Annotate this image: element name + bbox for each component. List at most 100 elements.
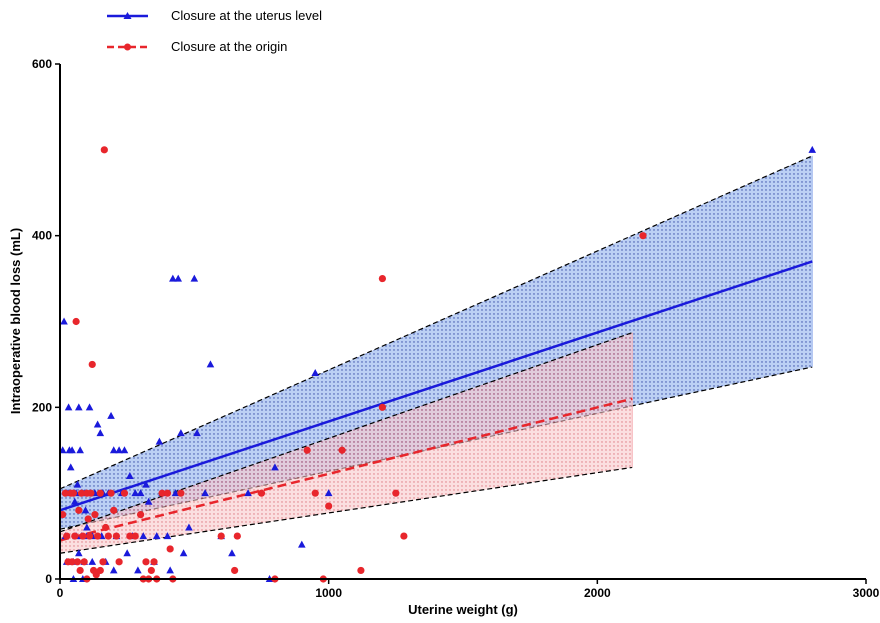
point-uterus-75	[311, 369, 320, 376]
point-uterus-50	[139, 532, 148, 540]
point-uterus-44	[123, 549, 131, 557]
point-uterus-31	[93, 420, 102, 428]
point-origin-51	[231, 566, 239, 575]
ci-band-0	[60, 155, 813, 530]
fit-line-0	[59, 260, 813, 512]
fit-line-1	[59, 397, 633, 542]
point-origin-61	[378, 274, 386, 283]
point-origin-7	[71, 532, 79, 540]
point-uterus-7	[66, 463, 75, 471]
legend-item-origin: Closure at the origin	[107, 39, 287, 54]
point-origin-20	[88, 360, 96, 369]
point-origin-55	[303, 446, 311, 454]
x-tick-label: 0	[57, 586, 64, 600]
point-origin-35	[120, 489, 129, 497]
legend-label-uterus: Closure at the uterus level	[171, 8, 322, 23]
ci-upper-line-0	[59, 155, 813, 490]
point-origin-38	[137, 511, 145, 519]
point-uterus-62	[177, 429, 185, 437]
point-origin-31	[107, 489, 115, 497]
y-tick-label: 0	[45, 572, 52, 586]
point-origin-2	[63, 532, 71, 540]
point-uterus-8	[68, 446, 76, 454]
x-axis-title: Uterine weight (g)	[408, 602, 518, 617]
point-origin-37	[131, 532, 139, 540]
point-origin-6	[69, 489, 78, 497]
point-uterus-47	[131, 489, 140, 497]
point-origin-53	[257, 489, 266, 497]
point-origin-24	[94, 532, 102, 540]
point-origin-46	[163, 489, 172, 497]
point-origin-58	[325, 502, 333, 510]
point-origin-10	[75, 506, 83, 514]
point-uterus-48	[134, 566, 142, 574]
point-uterus-52	[144, 497, 153, 505]
point-uterus-5	[64, 403, 73, 411]
point-origin-18	[85, 532, 94, 540]
confidence-bands	[59, 155, 813, 554]
point-origin-43	[150, 558, 158, 566]
point-origin-29	[102, 523, 110, 532]
y-tick-label: 600	[32, 57, 52, 71]
point-origin-22	[91, 511, 99, 519]
point-uterus-45	[126, 472, 134, 479]
point-origin-14	[80, 558, 88, 566]
point-uterus-25	[83, 523, 91, 531]
point-uterus-77	[808, 145, 817, 153]
point-origin-5	[68, 558, 76, 566]
point-origin-11	[76, 566, 84, 575]
point-uterus-68	[206, 360, 215, 368]
point-origin-28	[100, 146, 108, 154]
legend-circle-icon	[124, 43, 131, 51]
point-uterus-32	[96, 429, 105, 437]
point-origin-62	[378, 403, 386, 411]
ci-band-1	[60, 332, 633, 554]
point-uterus-23	[81, 506, 90, 514]
point-origin-60	[357, 566, 365, 575]
point-uterus-55	[155, 437, 164, 445]
point-uterus-74	[298, 540, 306, 548]
point-origin-9	[73, 558, 82, 566]
point-uterus-57	[163, 532, 172, 540]
point-uterus-61	[174, 274, 183, 282]
point-uterus-41	[115, 446, 123, 454]
point-origin-25	[96, 489, 104, 497]
point-origin-40	[142, 558, 150, 566]
point-origin-26	[96, 566, 104, 575]
point-uterus-29	[88, 557, 97, 565]
point-origin-65	[639, 232, 647, 240]
point-uterus-17	[76, 446, 84, 454]
point-uterus-70	[228, 549, 236, 557]
point-origin-17	[84, 515, 92, 523]
y-axis-title: Intraoperative blood loss (mL)	[8, 228, 23, 414]
point-origin-52	[233, 532, 241, 540]
point-uterus-11	[70, 497, 79, 505]
point-origin-27	[99, 558, 107, 566]
point-uterus-14	[73, 480, 82, 488]
legend-item-uterus: Closure at the uterus level	[107, 8, 322, 23]
point-origin-8	[72, 317, 80, 326]
point-origin-13	[79, 532, 87, 540]
point-origin-56	[311, 489, 319, 497]
point-origin-30	[104, 532, 112, 540]
point-uterus-73	[271, 463, 279, 471]
point-origin-45	[158, 489, 166, 497]
point-uterus-1	[60, 317, 68, 325]
point-origin-47	[166, 545, 174, 553]
point-uterus-58	[166, 566, 174, 574]
legend-label-origin: Closure at the origin	[171, 39, 287, 54]
point-uterus-49	[136, 489, 145, 497]
y-tick-label: 400	[32, 229, 52, 243]
x-tick-label: 2000	[584, 586, 611, 600]
point-origin-1	[61, 489, 69, 497]
point-uterus-66	[193, 429, 201, 437]
point-uterus-71	[244, 489, 252, 497]
point-uterus-16	[75, 549, 83, 557]
point-uterus-67	[201, 489, 209, 497]
point-origin-34	[115, 558, 123, 566]
x-tick-label: 3000	[853, 586, 880, 600]
axis-ticks: 0 1000 2000 3000 0 200 400 600	[32, 57, 880, 600]
point-origin-19	[87, 489, 95, 497]
axes	[59, 64, 866, 580]
